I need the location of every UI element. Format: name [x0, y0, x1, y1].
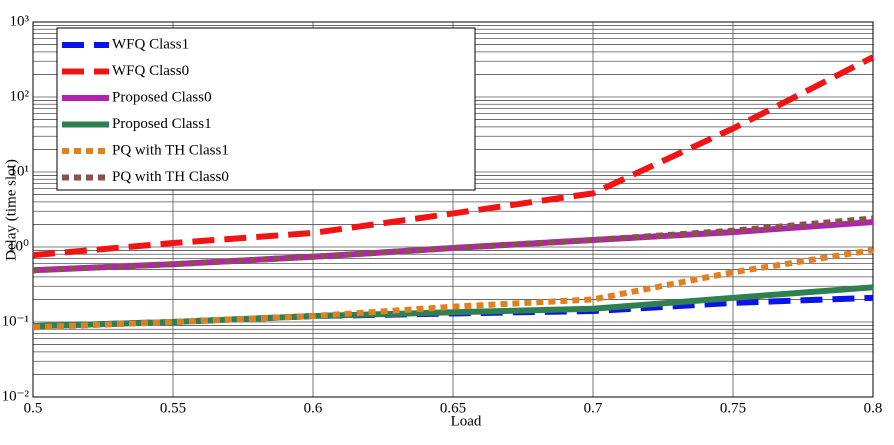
- x-tick-label: 0.8: [864, 400, 883, 416]
- x-axis-label: Load: [451, 413, 482, 429]
- x-tick-label: 0.75: [720, 400, 746, 416]
- series-line: [32, 54, 875, 259]
- legend-box: [56, 27, 476, 191]
- x-tick-label: 0.65: [440, 400, 466, 416]
- series-line: [32, 215, 874, 274]
- legend-label: WFQ Class1: [112, 36, 189, 52]
- y-tick-label: 10⁻¹: [2, 313, 29, 329]
- series-line: [32, 284, 874, 330]
- x-tick-label: 0.5: [24, 400, 43, 416]
- y-tick-label: 10¹: [10, 163, 30, 179]
- legend-label: WFQ Class0: [112, 63, 189, 79]
- y-tick-label: 10⁰: [8, 238, 29, 254]
- x-tick-label: 0.7: [584, 400, 603, 416]
- x-tick-label: 0.55: [160, 400, 186, 416]
- legend-label: PQ with TH Class1: [112, 142, 229, 158]
- plot-frame: [32, 21, 874, 398]
- y-tick-label: 10⁻²: [2, 388, 30, 404]
- legend-label: Proposed Class1: [112, 116, 212, 132]
- y-tick-label: 10³: [10, 13, 30, 29]
- legend-label: Proposed Class0: [112, 89, 212, 105]
- x-tick-label: 0.6: [304, 400, 323, 416]
- series-line: [32, 247, 874, 331]
- y-axis-label: Delay (time slot): [3, 159, 19, 261]
- y-tick-label: 10²: [10, 88, 30, 104]
- legend-label: PQ with TH Class0: [112, 169, 229, 185]
